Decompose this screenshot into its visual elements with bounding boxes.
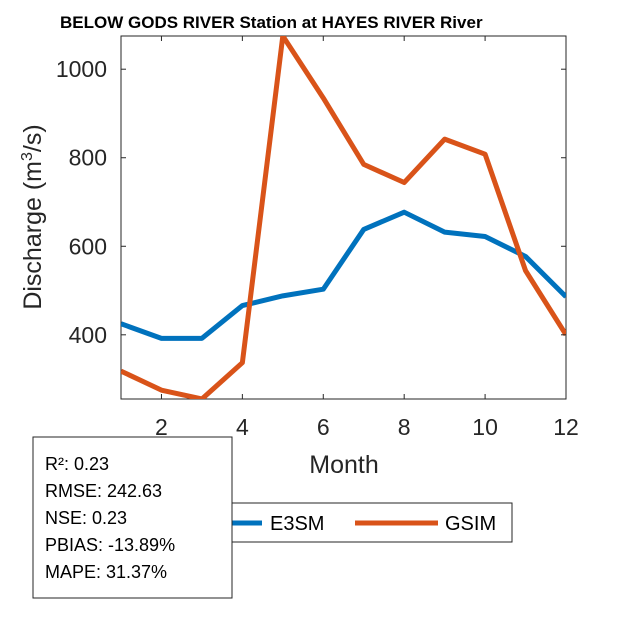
x-tick-label-12: 12	[553, 414, 579, 440]
stat-rmse: RMSE: 242.63	[45, 481, 162, 501]
legend-label-gsim: GSIM	[445, 513, 496, 535]
stats-box: R²: 0.23 RMSE: 242.63 NSE: 0.23 PBIAS: -…	[32, 436, 233, 599]
y-axis-label-end: /s)	[19, 124, 47, 152]
plot-area	[120, 35, 567, 400]
stat-r2: R²: 0.23	[45, 454, 109, 474]
x-tick-label-2: 2	[155, 414, 168, 440]
chart-title: BELOW GODS RIVER Station at HAYES RIVER …	[60, 13, 483, 32]
stats-box-frame	[32, 436, 233, 599]
x-tick-label-8: 8	[398, 414, 411, 440]
legend: E3SM GSIM	[193, 502, 513, 543]
series-layer	[121, 36, 566, 399]
x-axis-label: Month	[309, 451, 378, 479]
y-tick-label-800: 800	[69, 145, 107, 171]
series-gsim	[121, 36, 566, 399]
legend-label-e3sm: E3SM	[270, 513, 324, 535]
y-axis-label-main: Discharge (m	[19, 161, 47, 310]
x-tick-label-10: 10	[472, 414, 498, 440]
series-line-gsim	[121, 36, 566, 399]
series-line-e3sm	[121, 209, 566, 341]
stat-mape: MAPE: 31.37%	[45, 562, 167, 582]
x-tick-label-6: 6	[317, 414, 330, 440]
stat-pbias: PBIAS: -13.89%	[45, 535, 175, 555]
x-tick-label-4: 4	[236, 414, 249, 440]
y-axis-label: Discharge (m3/s)	[19, 124, 47, 309]
y-tick-label-1000: 1000	[56, 56, 107, 82]
series-e3sm	[121, 209, 566, 341]
y-tick-label-400: 400	[69, 322, 107, 348]
y-tick-label-600: 600	[69, 233, 107, 259]
stat-nse: NSE: 0.23	[45, 508, 127, 528]
y-axis-label-sup: 3	[19, 152, 36, 161]
tick-layer: 2 4 6 8 10 12 400 600 800 1000	[56, 36, 579, 440]
